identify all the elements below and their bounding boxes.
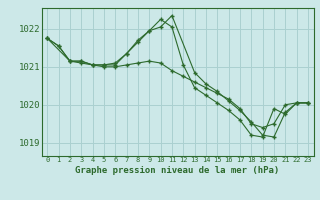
X-axis label: Graphe pression niveau de la mer (hPa): Graphe pression niveau de la mer (hPa)	[76, 166, 280, 175]
